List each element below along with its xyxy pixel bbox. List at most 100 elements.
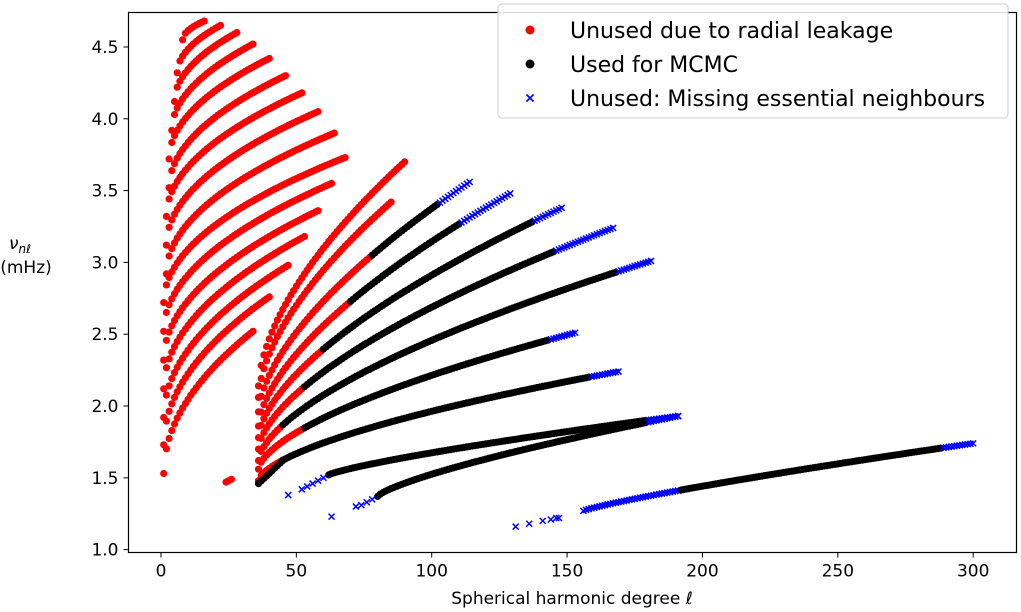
point-leakage	[165, 184, 173, 192]
point-leakage	[263, 342, 271, 350]
point-leakage	[162, 391, 170, 399]
y-axis: 1.0 1.5 2.0 2.5 3.0 3.5 4.0 4.5	[91, 38, 129, 561]
point-missing-neighbours	[555, 514, 563, 522]
point-leakage	[165, 155, 173, 163]
legend-marker-red	[525, 25, 535, 35]
point-leakage	[170, 160, 179, 168]
point-leakage	[281, 72, 290, 80]
point-leakage	[170, 393, 179, 401]
point-leakage	[165, 355, 173, 363]
x-axis-label: Spherical harmonic degree ℓ	[451, 589, 693, 609]
point-missing-neighbours	[547, 515, 555, 523]
point-leakage	[162, 336, 170, 344]
y-axis-label-sub: nℓ	[18, 242, 31, 256]
point-missing-neighbours	[298, 485, 306, 493]
point-leakage	[265, 350, 273, 358]
point-leakage	[257, 408, 265, 416]
point-leakage	[276, 311, 284, 319]
point-leakage	[265, 335, 273, 343]
point-missing-neighbours	[614, 368, 623, 376]
point-leakage	[200, 17, 208, 25]
point-missing-neighbours	[284, 491, 292, 499]
point-missing-neighbours	[303, 482, 311, 490]
point-leakage	[298, 89, 306, 97]
point-missing-neighbours	[969, 439, 977, 447]
point-leakage	[265, 54, 273, 63]
point-leakage	[162, 212, 170, 220]
point-leakage	[260, 401, 268, 409]
point-leakage	[165, 195, 173, 203]
point-leakage	[168, 216, 176, 224]
x-axis: 0 50 100 150 200 250 300	[156, 552, 989, 582]
point-missing-neighbours	[357, 501, 365, 509]
point-leakage	[254, 465, 263, 473]
point-missing-neighbours	[674, 412, 682, 420]
legend-marker-black	[525, 59, 535, 69]
y-axis-label-nu: ν	[9, 234, 19, 254]
y-axis-label-symbol: νnℓ	[9, 234, 31, 256]
point-leakage	[168, 245, 176, 253]
point-leakage	[260, 384, 268, 392]
point-leakage	[173, 83, 181, 91]
point-used	[279, 457, 287, 465]
point-missing-neighbours	[309, 480, 317, 488]
point-leakage	[314, 207, 322, 215]
point-leakage	[249, 40, 257, 48]
point-leakage	[387, 198, 395, 206]
point-leakage	[165, 407, 173, 415]
point-missing-neighbours	[609, 224, 617, 232]
x-tick-label: 100	[415, 562, 447, 582]
point-leakage	[160, 469, 168, 478]
point-leakage	[170, 369, 179, 377]
point-leakage	[168, 126, 176, 134]
point-missing-neighbours	[571, 329, 579, 337]
x-tick-label: 50	[286, 562, 308, 582]
point-missing-neighbours	[319, 474, 327, 482]
y-tick-label: 2.0	[91, 397, 118, 417]
point-leakage	[160, 356, 168, 364]
point-missing-neighbours	[368, 495, 376, 503]
point-leakage	[170, 420, 179, 428]
point-leakage	[257, 434, 265, 442]
point-leakage	[168, 167, 176, 175]
point-leakage	[271, 322, 279, 330]
point-leakage	[168, 138, 176, 147]
point-missing-neighbours	[314, 477, 322, 485]
point-leakage	[263, 377, 271, 385]
point-leakage	[168, 375, 176, 383]
point-leakage	[216, 21, 225, 29]
point-leakage	[168, 427, 176, 435]
point-leakage	[268, 328, 276, 336]
y-tick-label: 1.0	[91, 541, 118, 561]
x-tick-label: 250	[822, 562, 854, 582]
point-leakage	[401, 158, 409, 166]
legend-marker-blue	[525, 93, 535, 103]
point-leakage	[314, 108, 322, 116]
point-leakage	[162, 281, 170, 289]
point-leakage	[263, 357, 271, 365]
x-tick-label: 300	[957, 562, 989, 582]
point-leakage	[327, 179, 336, 187]
point-leakage	[300, 232, 309, 241]
point-leakage	[165, 301, 173, 309]
point-leakage	[271, 338, 279, 346]
point-leakage	[257, 421, 265, 429]
point-leakage	[168, 348, 176, 356]
point-leakage	[265, 293, 273, 301]
point-leakage	[162, 364, 170, 372]
y-tick-label: 3.5	[91, 182, 118, 202]
legend-box	[497, 3, 1009, 119]
point-missing-neighbours	[552, 514, 560, 522]
point-missing-neighbours	[525, 520, 533, 528]
chart-marks	[160, 17, 977, 531]
point-leakage	[268, 344, 276, 352]
point-leakage	[284, 261, 292, 269]
point-leakage	[173, 69, 181, 77]
y-axis-label-units: (mHz)	[0, 258, 52, 278]
y-tick-label: 1.5	[91, 469, 118, 489]
point-missing-neighbours	[466, 178, 474, 186]
point-leakage	[162, 270, 170, 278]
legend: Unused due to radial leakage Used for MC…	[497, 3, 1009, 119]
point-leakage	[233, 28, 241, 37]
point-leakage	[260, 351, 268, 359]
